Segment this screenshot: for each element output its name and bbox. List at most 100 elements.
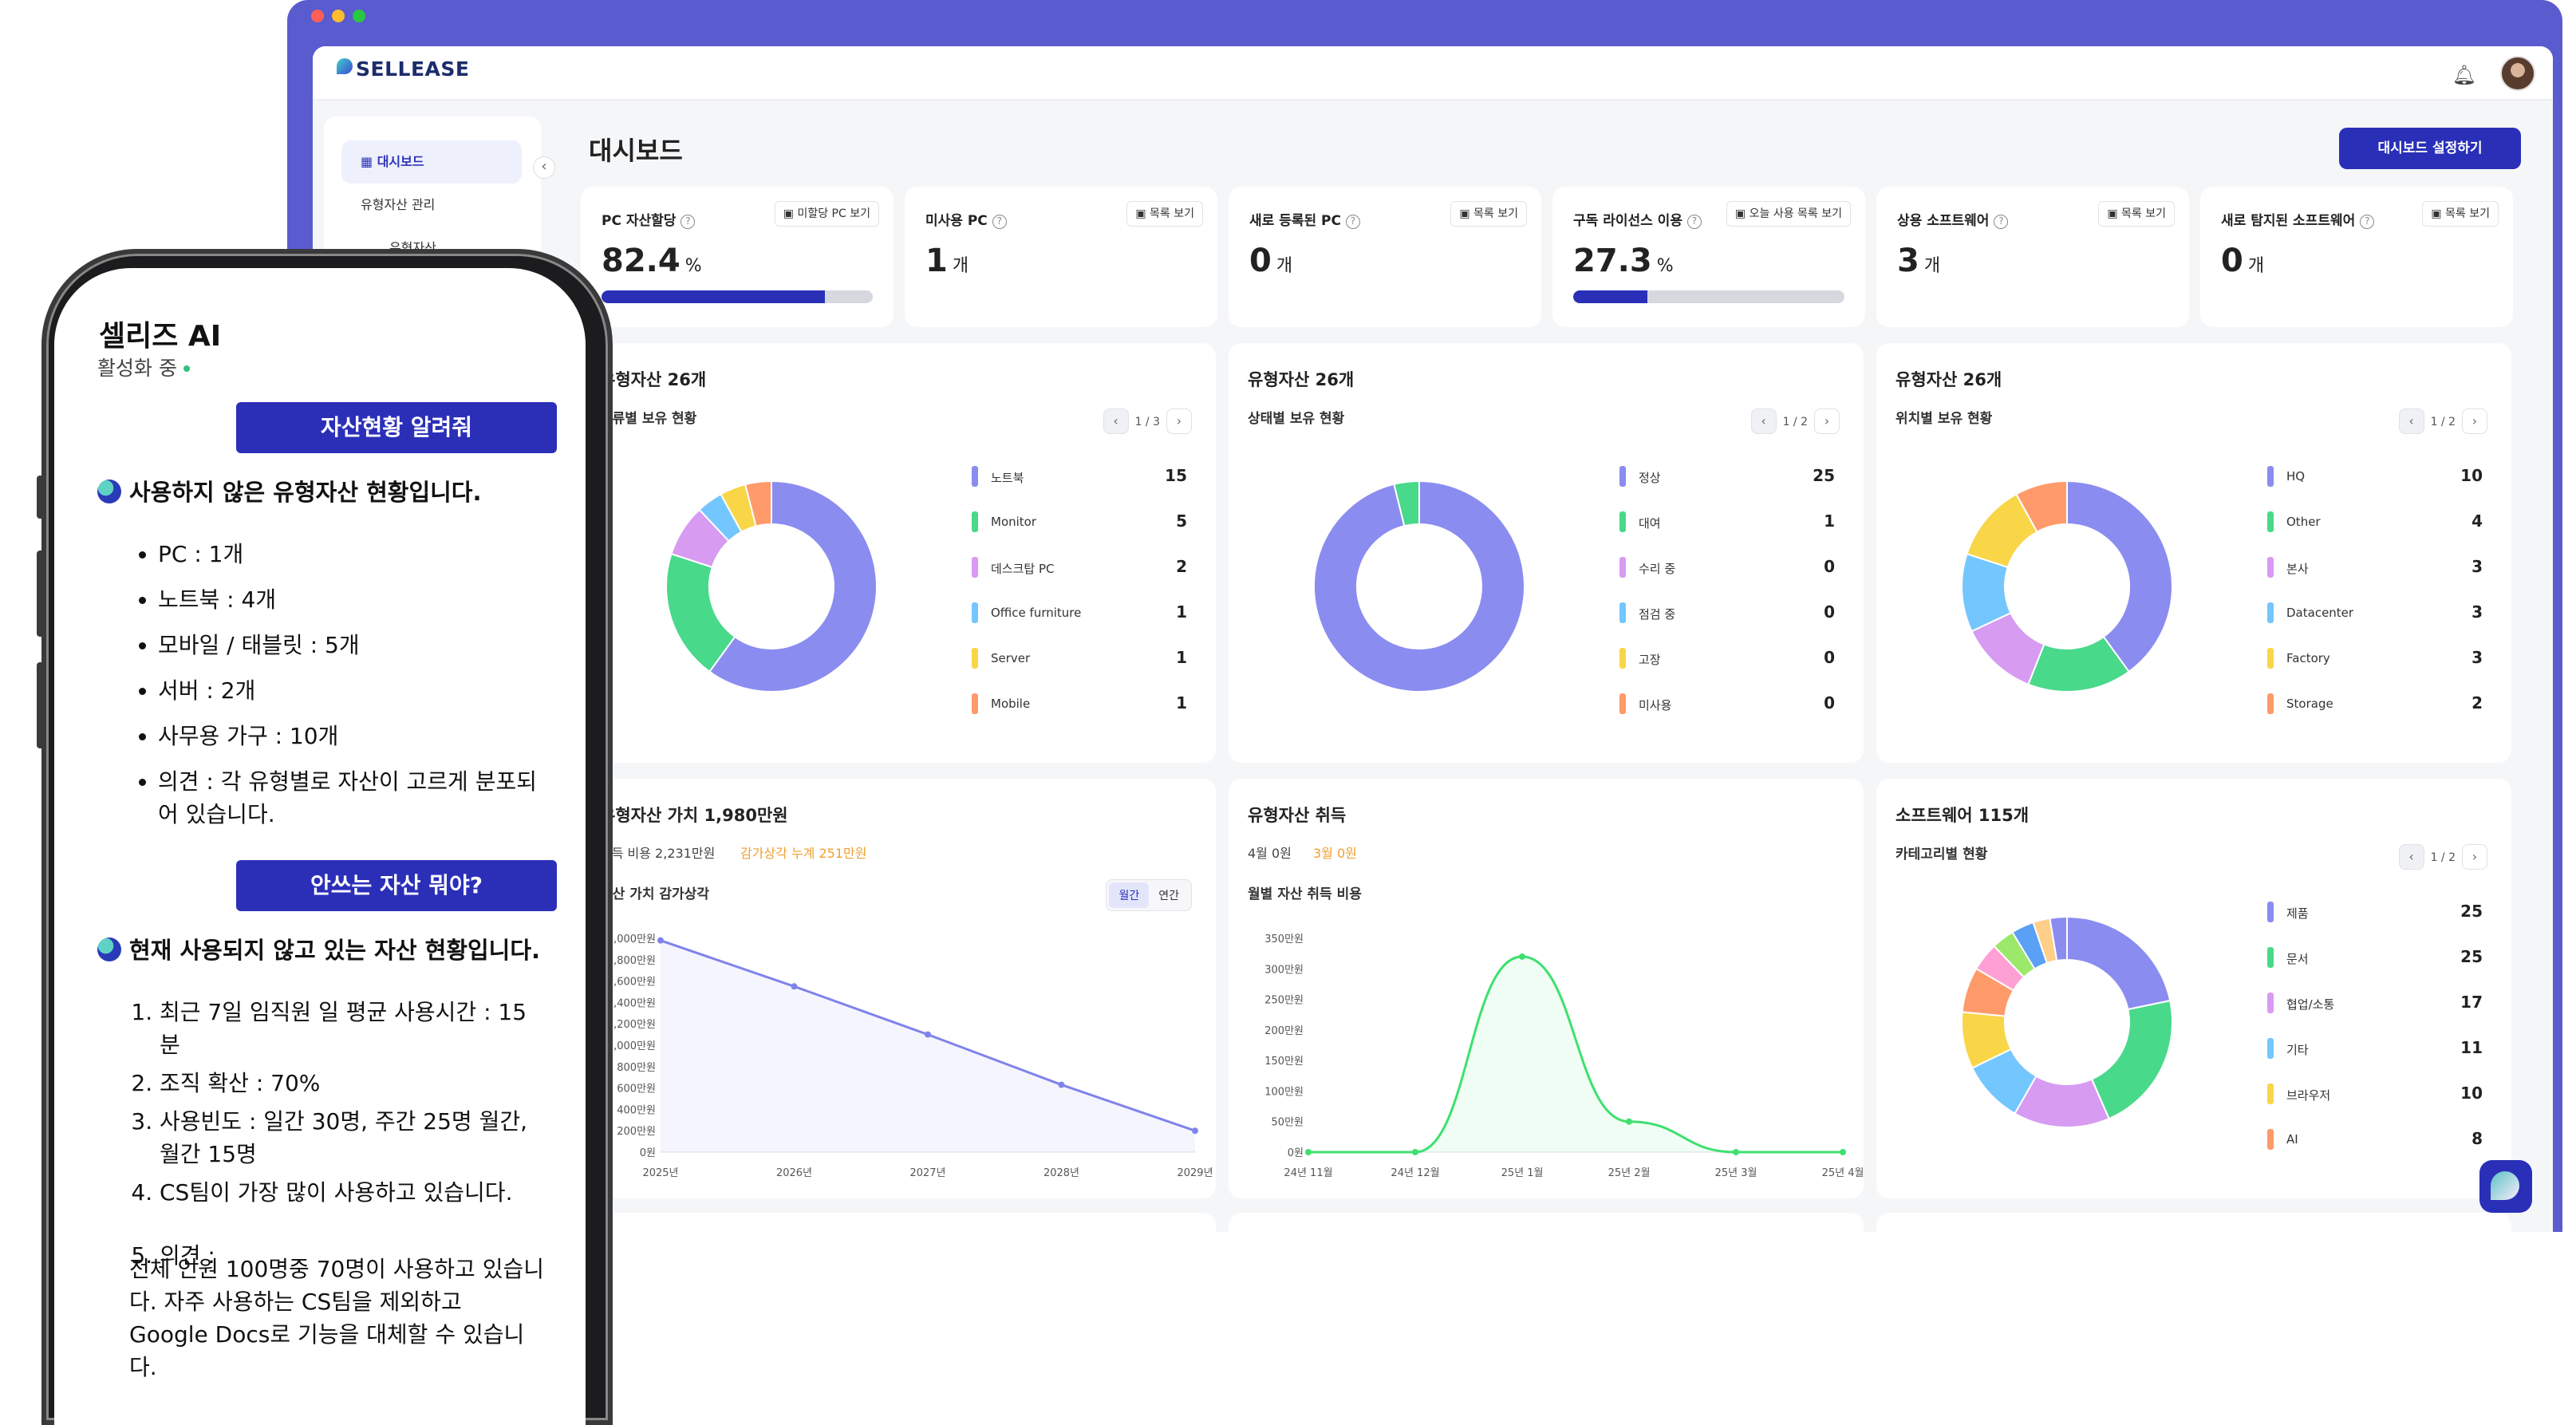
- legend-item[interactable]: 문서 25: [2267, 944, 2483, 989]
- data-point[interactable]: [1305, 1149, 1312, 1155]
- legend-item[interactable]: 본사 3: [2267, 554, 2483, 599]
- legend-item[interactable]: Office furniture 1: [972, 599, 1187, 645]
- data-point[interactable]: [925, 1031, 931, 1038]
- donut-slice[interactable]: [2015, 480, 2068, 534]
- prev-page-button[interactable]: ‹: [1750, 409, 1777, 434]
- prev-page-button[interactable]: ‹: [1103, 409, 1129, 434]
- kpi-list-button[interactable]: ▣ 목록 보기: [2098, 201, 2175, 227]
- legend-label: 데스크탑 PC: [991, 562, 1055, 576]
- kpi-list-button[interactable]: ▣ 목록 보기: [1126, 201, 1203, 227]
- card-placeholder: [1229, 1213, 1864, 1232]
- legend-label: 본사: [2286, 562, 2309, 576]
- donut-slice[interactable]: [744, 480, 772, 527]
- next-page-button[interactable]: ›: [2462, 844, 2487, 870]
- previous-month-cost: 3월 0원: [1313, 846, 1357, 861]
- kpi-number: 1: [925, 243, 948, 279]
- window-close-dot[interactable]: [311, 10, 324, 22]
- toggle-monthly[interactable]: 월간: [1109, 882, 1150, 908]
- legend-item[interactable]: 데스크탑 PC 2: [972, 554, 1187, 599]
- kpi-list-button[interactable]: ▣ 오늘 사용 목록 보기: [1726, 201, 1851, 227]
- legend-item[interactable]: Other 4: [2267, 508, 2483, 554]
- legend-item[interactable]: 제품 25: [2267, 898, 2483, 944]
- brand-name: SELLEASE: [356, 57, 470, 81]
- sidebar-collapse-button[interactable]: ‹: [533, 156, 555, 179]
- avatar[interactable]: [2500, 56, 2535, 91]
- legend-item[interactable]: Storage 2: [2267, 690, 2483, 736]
- data-point[interactable]: [1733, 1149, 1739, 1155]
- legend-item[interactable]: Server 1: [972, 645, 1187, 690]
- legend-swatch: [2267, 466, 2274, 487]
- list-icon: ▣: [2107, 207, 2122, 220]
- prev-page-button[interactable]: ‹: [2398, 844, 2424, 870]
- data-point[interactable]: [657, 937, 664, 944]
- bell-icon[interactable]: 🔔︎: [2452, 64, 2476, 86]
- y-tick-label: 350만원: [1264, 934, 1304, 945]
- sidebar-item-asset-management[interactable]: 유형자산 관리: [341, 184, 522, 227]
- window-minimize-dot[interactable]: [332, 10, 345, 22]
- legend-item[interactable]: 협업/소통 17: [2267, 989, 2483, 1035]
- legend-item[interactable]: Monitor 5: [972, 508, 1187, 554]
- legend-value: 25: [2460, 947, 2483, 966]
- legend-item[interactable]: 노트북 15: [972, 463, 1187, 508]
- donut-slice[interactable]: [708, 480, 878, 693]
- legend-item[interactable]: AI 8: [2267, 1126, 2483, 1171]
- legend-item[interactable]: 정상 25: [1619, 463, 1835, 508]
- donut-slice[interactable]: [1313, 480, 1525, 693]
- legend-item[interactable]: Datacenter 3: [2267, 599, 2483, 645]
- legend-item[interactable]: 점검 중 0: [1619, 599, 1835, 645]
- legend-item[interactable]: Mobile 1: [972, 690, 1187, 736]
- legend-item[interactable]: HQ 10: [2267, 463, 2483, 508]
- legend-item[interactable]: 기타 11: [2267, 1035, 2483, 1080]
- data-point[interactable]: [1192, 1127, 1198, 1135]
- legend-swatch: [2267, 602, 2274, 623]
- next-page-button[interactable]: ›: [2462, 409, 2487, 434]
- help-icon[interactable]: ?: [680, 215, 696, 229]
- legend-label: 기타: [2286, 1043, 2309, 1057]
- data-point[interactable]: [1058, 1081, 1065, 1088]
- next-page-button[interactable]: ›: [1814, 409, 1840, 434]
- help-icon[interactable]: ?: [1994, 215, 2009, 229]
- legend-item[interactable]: 미사용 0: [1619, 690, 1835, 736]
- page-indicator: 1 / 2: [1782, 416, 1808, 428]
- brand-logo[interactable]: SELLEASE: [337, 57, 469, 81]
- help-icon[interactable]: ?: [992, 215, 1007, 229]
- kpi-list-button[interactable]: ▣ 목록 보기: [1450, 201, 1527, 227]
- dashboard-config-button[interactable]: 대시보드 설정하기: [2339, 128, 2521, 169]
- list-icon: ▣: [1459, 207, 1474, 220]
- kpi-label: 새로 등록된 PC?: [1249, 209, 1360, 229]
- help-icon[interactable]: ?: [1686, 215, 1702, 229]
- donut-slice[interactable]: [2090, 999, 2173, 1120]
- legend-item[interactable]: 브라우저 10: [2267, 1080, 2483, 1126]
- kpi-list-button[interactable]: ▣ 미할당 PC 보기: [774, 201, 879, 227]
- data-point[interactable]: [1840, 1149, 1846, 1155]
- donut-slice[interactable]: [2066, 915, 2172, 1011]
- data-point[interactable]: [1626, 1118, 1632, 1125]
- donut-slice[interactable]: [2066, 480, 2173, 673]
- donut-slice[interactable]: [1393, 480, 1420, 527]
- data-point[interactable]: [1519, 953, 1525, 960]
- depreciation-line-chart: 0원 200만원 400만원 600만원 800만원 1,000만원 1,200만원 1,40…: [607, 934, 1213, 1179]
- toggle-yearly[interactable]: 연간: [1158, 890, 1179, 902]
- legend-item[interactable]: Factory 3: [2267, 645, 2483, 690]
- data-point[interactable]: [1412, 1149, 1418, 1155]
- legend-swatch: [2267, 511, 2274, 532]
- legend-value: 0: [1824, 557, 1835, 576]
- kpi-number: 82.4: [602, 243, 680, 279]
- donut-slice[interactable]: [2049, 915, 2068, 962]
- legend-item[interactable]: 고장 0: [1619, 645, 1835, 690]
- legend-item[interactable]: 대여 1: [1619, 508, 1835, 554]
- page-title: 대시보드: [589, 136, 683, 166]
- window-maximize-dot[interactable]: [353, 10, 365, 22]
- legend-item[interactable]: 수리 중 0: [1619, 554, 1835, 599]
- help-icon[interactable]: ?: [1345, 215, 1360, 229]
- dashboard-app: SELLEASE 🔔︎ ▦ 대시보드 유형자산 관리 유형자산 ‹ 대시보드 대…: [313, 46, 2553, 1232]
- help-icon[interactable]: ?: [2360, 215, 2375, 229]
- kpi-label-text: PC 자산할당: [602, 213, 677, 229]
- prev-page-button[interactable]: ‹: [2398, 409, 2424, 434]
- next-page-button[interactable]: ›: [1166, 409, 1192, 434]
- kpi-list-button[interactable]: ▣ 목록 보기: [2422, 201, 2499, 227]
- ai-chat-button[interactable]: [2479, 1160, 2532, 1213]
- sidebar-item-dashboard[interactable]: ▦ 대시보드: [341, 140, 522, 184]
- data-point[interactable]: [791, 983, 798, 990]
